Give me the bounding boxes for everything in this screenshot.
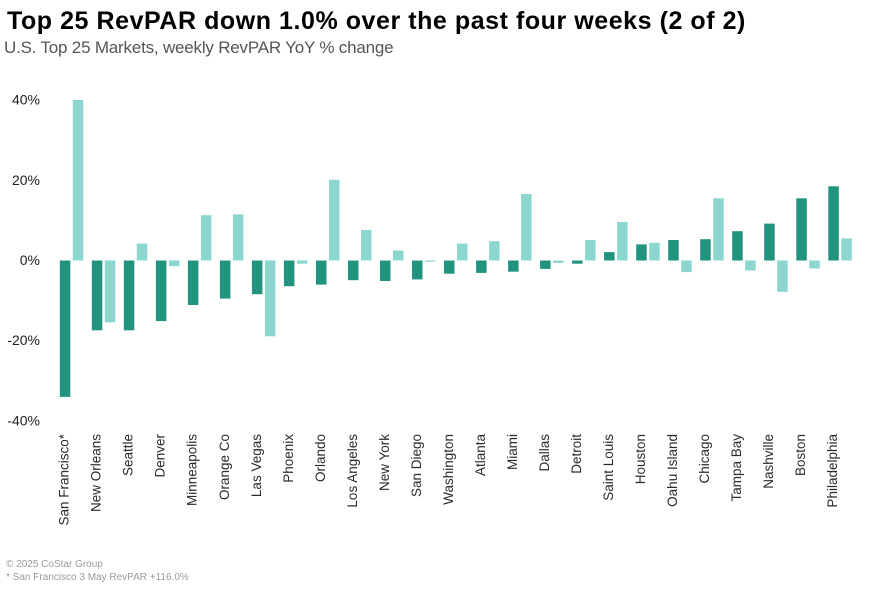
svg-text:Tampa Bay: Tampa Bay xyxy=(729,434,744,502)
svg-text:Boston: Boston xyxy=(793,434,808,476)
svg-text:-20%: -20% xyxy=(7,332,40,348)
svg-text:Dallas: Dallas xyxy=(537,434,552,472)
svg-text:Los Angeles: Los Angeles xyxy=(345,434,360,508)
svg-text:Nashville: Nashville xyxy=(761,434,776,489)
svg-text:40%: 40% xyxy=(12,92,40,108)
svg-text:Miami: Miami xyxy=(505,434,520,470)
svg-text:Orlando: Orlando xyxy=(313,434,328,482)
svg-text:Atlanta: Atlanta xyxy=(473,434,488,477)
svg-text:Houston: Houston xyxy=(633,434,648,484)
svg-text:San Francisco*: San Francisco* xyxy=(57,433,72,525)
svg-text:0%: 0% xyxy=(20,252,40,268)
svg-text:-40%: -40% xyxy=(7,413,40,429)
svg-text:Denver: Denver xyxy=(153,434,168,478)
svg-text:Oahu Island: Oahu Island xyxy=(665,434,680,507)
svg-text:Orange Co: Orange Co xyxy=(217,434,232,500)
svg-text:Seattle: Seattle xyxy=(121,434,136,476)
svg-text:New York: New York xyxy=(377,434,392,491)
svg-text:Las Vegas: Las Vegas xyxy=(249,434,264,497)
svg-text:Minneapolis: Minneapolis xyxy=(185,434,200,506)
svg-text:New Orleans: New Orleans xyxy=(89,434,104,512)
svg-text:Phoenix: Phoenix xyxy=(281,434,296,483)
svg-text:Philadelphia: Philadelphia xyxy=(825,434,840,508)
svg-text:San Diego: San Diego xyxy=(409,434,424,497)
svg-text:20%: 20% xyxy=(12,172,40,188)
svg-text:Chicago: Chicago xyxy=(697,434,712,484)
svg-text:Washington: Washington xyxy=(441,434,456,505)
svg-text:Detroit: Detroit xyxy=(569,434,584,474)
svg-text:Saint Louis: Saint Louis xyxy=(601,434,616,501)
